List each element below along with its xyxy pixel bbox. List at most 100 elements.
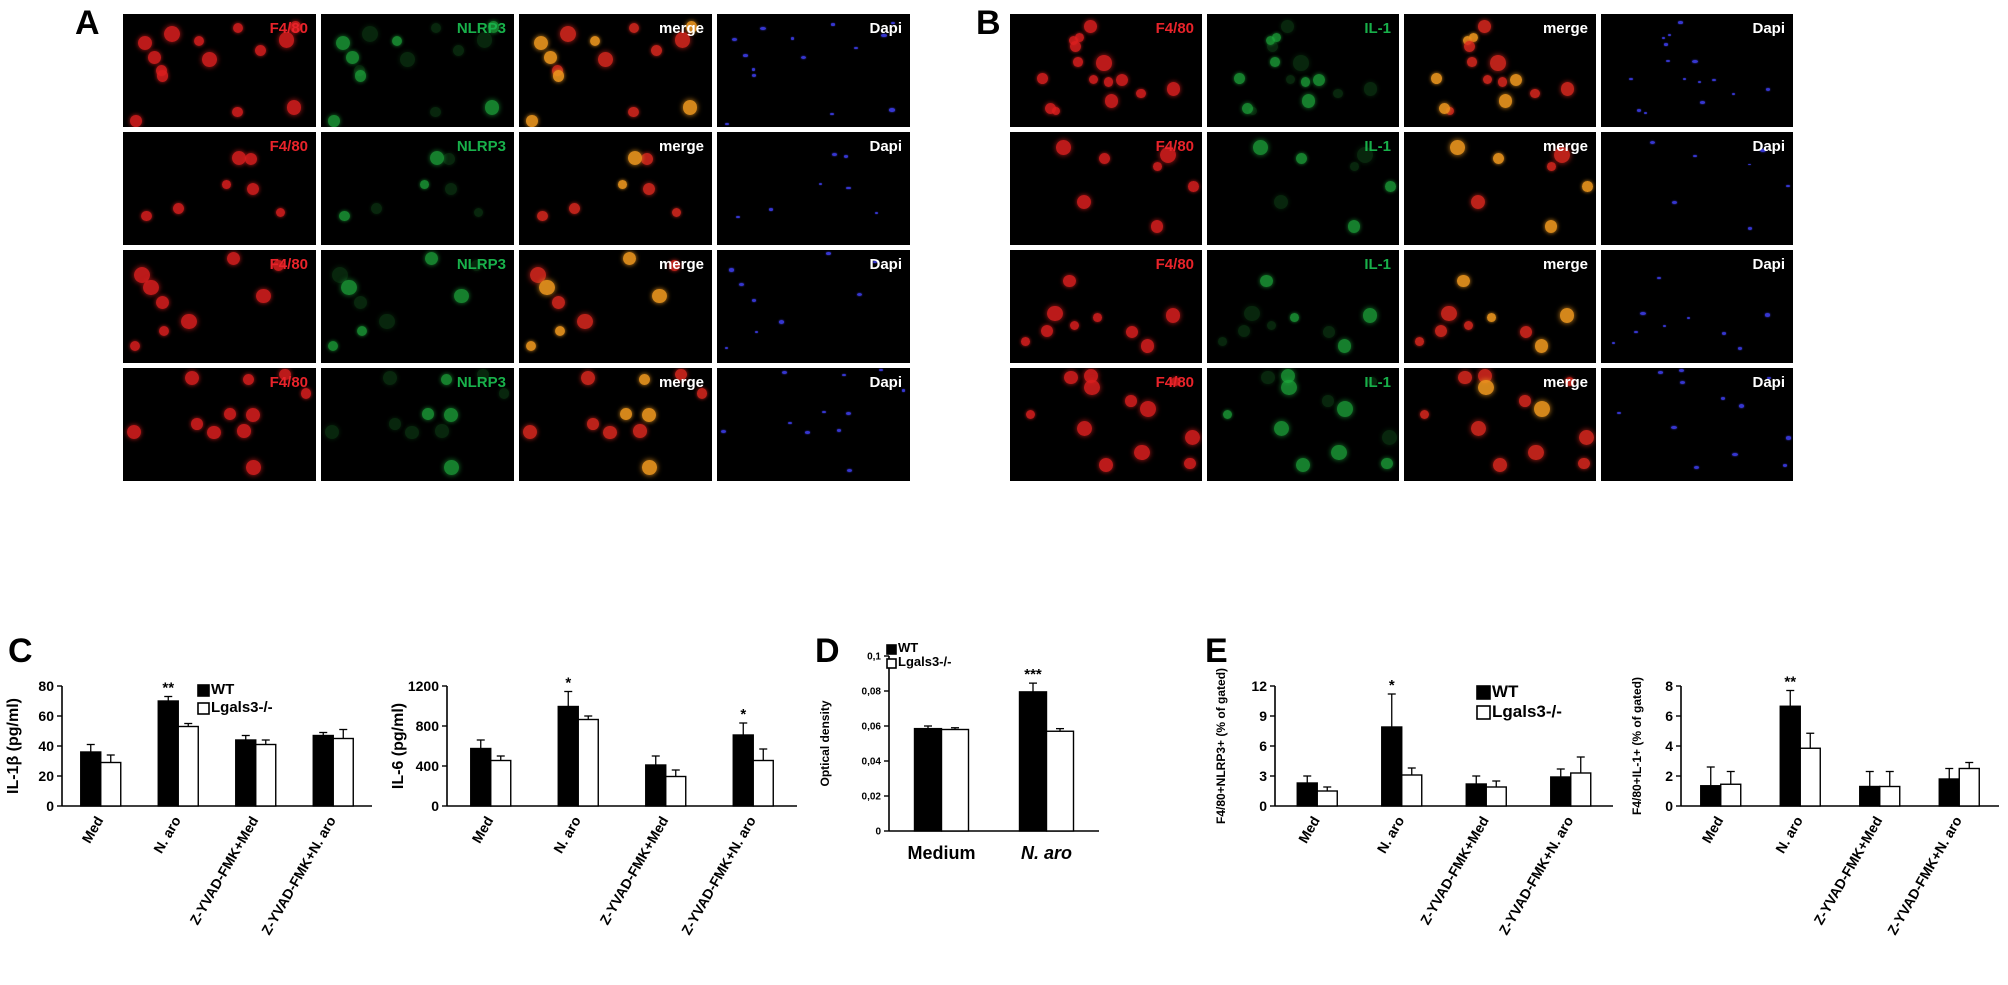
micrograph-b-r2-merge: merge xyxy=(1404,132,1596,245)
cell-blob xyxy=(841,373,846,377)
cell-blob xyxy=(1083,368,1099,384)
cell-blob xyxy=(685,21,698,33)
cell-blob xyxy=(1527,444,1544,461)
cell-blob xyxy=(587,418,599,430)
cell-blob xyxy=(1565,376,1575,386)
tile-label-nlrp3: NLRP3 xyxy=(456,138,506,155)
cell-blob xyxy=(1667,33,1671,36)
cell-blob xyxy=(1457,274,1470,287)
cell-blob xyxy=(1671,200,1677,204)
cell-blob xyxy=(526,341,537,352)
cell-blob xyxy=(332,266,349,283)
cell-blob xyxy=(800,55,806,60)
legend-swatch-wt xyxy=(197,684,210,697)
tile-label-merge: merge xyxy=(658,138,704,155)
y-axis-label: F4/80+NLRP3+ (% of gated) xyxy=(1214,668,1228,824)
cell-blob xyxy=(1385,181,1396,192)
micrograph-b-r4-f480: F4/80 xyxy=(1010,368,1202,481)
cell-blob xyxy=(736,216,740,219)
cell-blob xyxy=(1633,330,1638,334)
legend-label-wt: WT xyxy=(1492,682,1519,701)
cell-blob xyxy=(1140,339,1154,353)
micrograph-a-r4-nlrp3: NLRP3 xyxy=(321,368,514,481)
tile-label-merge: merge xyxy=(1542,374,1588,391)
tile-label-il1: IL-1 xyxy=(1364,256,1391,273)
cell-blob xyxy=(1661,36,1665,39)
tile-label-f480: F4/80 xyxy=(269,138,308,155)
tile-label-dapi: Dapi xyxy=(869,256,902,273)
cell-blob xyxy=(1561,82,1575,96)
cell-blob xyxy=(1644,111,1648,114)
cell-blob xyxy=(1253,139,1268,155)
cell-blob xyxy=(435,424,449,438)
legend-swatch-wt xyxy=(1476,685,1491,700)
cell-blob xyxy=(1544,220,1557,233)
cell-blob xyxy=(339,211,350,222)
y-tick-label: 9 xyxy=(1259,708,1267,724)
cell-blob xyxy=(430,150,445,166)
tile-label-merge: merge xyxy=(1542,138,1588,155)
cell-blob xyxy=(846,469,852,473)
cell-blob xyxy=(668,259,681,272)
cell-blob xyxy=(603,426,617,440)
bar-ko xyxy=(1485,786,1507,807)
y-tick-label: 8 xyxy=(1665,678,1673,694)
cell-blob xyxy=(231,106,243,118)
cell-blob xyxy=(1738,404,1745,408)
cell-blob xyxy=(443,408,458,423)
tile-label-f480: F4/80 xyxy=(1155,138,1194,155)
cell-blob xyxy=(1692,59,1698,63)
cell-blob xyxy=(1711,78,1716,82)
cell-blob xyxy=(237,424,251,438)
bar-ko xyxy=(1401,774,1423,807)
panel-letter-a: A xyxy=(75,4,100,42)
bar-ko xyxy=(100,761,122,807)
category-label: Medium xyxy=(907,843,975,863)
y-axis-label: IL-1β (pg/ml) xyxy=(5,698,22,794)
tile-label-nlrp3: NLRP3 xyxy=(456,374,506,391)
bar-wt xyxy=(645,764,667,807)
cell-blob xyxy=(1368,376,1378,386)
cell-blob xyxy=(1663,43,1668,46)
category-label: Z-YVAD-FMK+N. aro xyxy=(1884,814,1965,938)
cell-blob xyxy=(357,325,368,336)
y-tick-label: 80 xyxy=(38,678,54,694)
cell-blob xyxy=(148,51,161,64)
legend-swatch-ko xyxy=(197,702,210,715)
cell-blob xyxy=(1025,409,1036,420)
bar-ko xyxy=(752,759,774,807)
category-label: N. aro xyxy=(550,814,584,856)
cell-blob xyxy=(819,182,823,185)
cell-blob xyxy=(1732,452,1738,456)
cell-blob xyxy=(1458,370,1472,385)
cell-blob xyxy=(354,70,367,82)
bar-ko xyxy=(255,743,277,807)
cell-blob xyxy=(1782,464,1787,467)
cell-blob xyxy=(1693,154,1698,157)
cell-blob xyxy=(233,22,244,33)
cell-blob xyxy=(1765,88,1771,92)
cell-blob xyxy=(642,460,657,475)
cell-blob xyxy=(328,341,339,352)
category-label: Med xyxy=(78,814,106,846)
cell-blob xyxy=(224,408,236,420)
cell-blob xyxy=(1125,395,1137,407)
cell-blob xyxy=(172,203,184,215)
significance-marker: * xyxy=(565,675,571,692)
chart-il1-gated: 0 2 4 6 8 F4/80+IL-1+ (% of gated) Med ** N. aro… xyxy=(1630,674,1999,938)
y-tick-label: 800 xyxy=(416,718,440,734)
cell-blob xyxy=(1671,426,1677,430)
cell-blob xyxy=(1047,305,1063,322)
cell-blob xyxy=(1554,147,1571,164)
cell-blob xyxy=(1184,457,1197,470)
cell-blob xyxy=(1152,161,1162,171)
cell-blob xyxy=(721,429,727,433)
tile-label-f480: F4/80 xyxy=(1155,374,1194,391)
bar-wt xyxy=(80,751,102,807)
cell-blob xyxy=(1280,368,1296,384)
cell-blob xyxy=(1483,74,1493,84)
y-tick-label: 0 xyxy=(1259,798,1267,814)
cell-blob xyxy=(335,35,350,50)
cell-blob xyxy=(346,51,359,64)
